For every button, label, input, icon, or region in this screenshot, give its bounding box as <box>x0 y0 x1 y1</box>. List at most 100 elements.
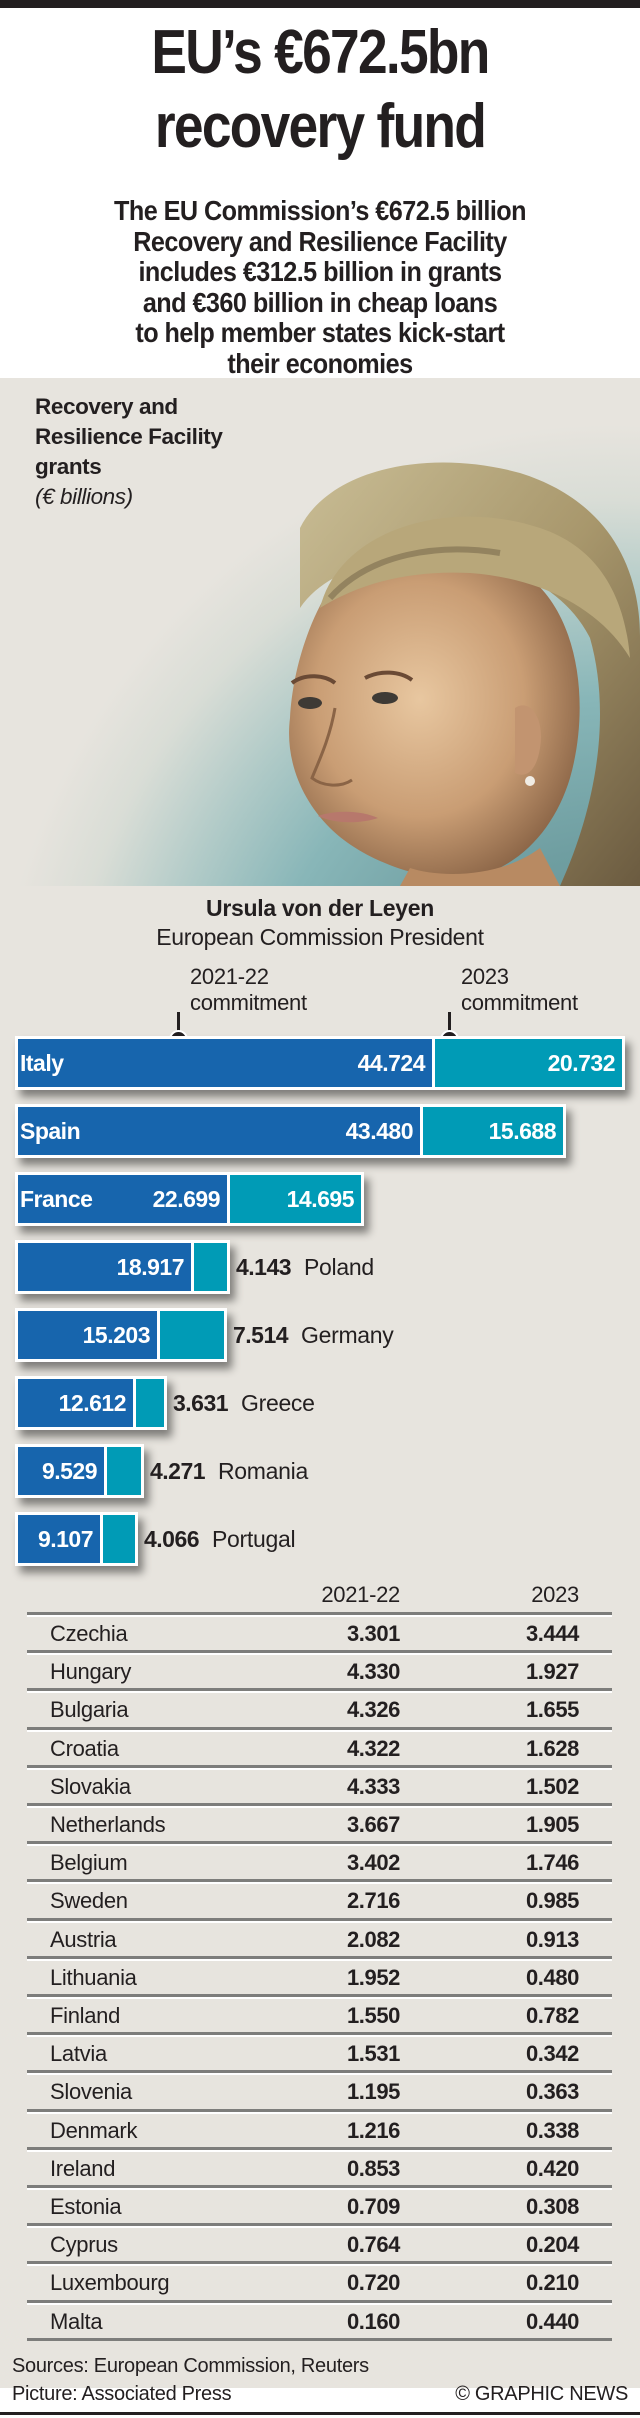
graphic-news-credit: © GRAPHIC NEWS <box>455 2383 628 2405</box>
chart-title-line: Resilience Facility <box>35 424 223 449</box>
bar-2021-22-germany <box>15 1308 160 1362</box>
table-cell-2023: 0.342 <box>525 2041 579 2067</box>
table-header-2021-22: 2021-22 <box>321 1582 400 1607</box>
table-row: Denmark 1.216 0.338 <box>27 2108 612 2147</box>
bottom-rule <box>0 2412 640 2415</box>
subheadline-line: includes €312.5 billion in grants <box>138 256 502 287</box>
bar-2023-greece <box>133 1376 167 1430</box>
table-cell-2023: 0.440 <box>525 2308 579 2334</box>
bar-2021-22-spain <box>15 1104 423 1158</box>
table-row: Croatia 4.322 1.628 <box>27 1726 612 1765</box>
bar-value-2023: 7.514 <box>233 1322 289 1348</box>
chart-units: (€ billions) <box>35 484 133 509</box>
table-row: Sweden 2.716 0.985 <box>27 1879 612 1917</box>
subheadline-line: to help member states kick-start <box>135 317 505 348</box>
table-cell-2021-22: 3.301 <box>346 1621 400 1646</box>
chart-title-line: Recovery and <box>35 394 178 419</box>
table-cell-2021-22: 0.160 <box>346 2308 400 2334</box>
table-cell-country: Luxembourg <box>50 2270 170 2296</box>
table-cell-2023: 0.210 <box>525 2270 579 2296</box>
bar-2021-22-italy <box>15 1036 435 1090</box>
bar-2023-spain <box>420 1104 566 1158</box>
table-row: Austria 2.082 0.913 <box>27 1917 612 1956</box>
bar-country-label: France <box>20 1186 93 1212</box>
bar-2023-italy <box>432 1036 625 1090</box>
bar-value-2021-22: 15.203 <box>82 1322 151 1348</box>
table-cell-2023: 0.913 <box>525 1926 579 1952</box>
table-cell-2021-22: 4.326 <box>346 1697 400 1723</box>
subheadline: The EU Commission’s €672.5 billion Recov… <box>32 195 608 379</box>
legend-label-line: commitment <box>190 990 307 1015</box>
bar-country-label: Portugal <box>212 1526 296 1552</box>
table-row: Latvia 1.531 0.342 <box>27 2032 612 2070</box>
neck-shape <box>400 848 560 886</box>
table-row: Cyprus 0.764 0.204 <box>27 2223 612 2261</box>
table-cell-2023: 1.927 <box>525 1659 579 1685</box>
table-cell-country: Latvia <box>50 2041 107 2067</box>
legend-label-line: 2021-22 <box>190 964 269 989</box>
bar-country-label: Spain <box>20 1118 81 1144</box>
table-cell-2021-22: 1.195 <box>346 2079 400 2105</box>
table-cell-2021-22: 4.333 <box>346 1773 400 1799</box>
eye <box>298 697 322 709</box>
table-row: Bulgaria 4.326 1.655 <box>27 1688 612 1726</box>
bar-country-label: Poland <box>304 1254 374 1280</box>
bar-2023-germany <box>157 1308 227 1362</box>
table-cell-country: Croatia <box>50 1735 119 1761</box>
table-cell-2023: 0.782 <box>525 2003 579 2028</box>
bar-country-label: Greece <box>241 1390 315 1416</box>
bar-2021-22-romania <box>15 1444 107 1498</box>
subheadline-line: and €360 billion in cheap loans <box>142 286 498 318</box>
table-cell-2021-22: 2.082 <box>346 1926 400 1952</box>
table-cell-2021-22: 1.550 <box>346 2003 400 2028</box>
table-cell-country: Lithuania <box>50 1964 137 1990</box>
top-rule <box>0 0 640 8</box>
table-cell-2023: 1.502 <box>525 1773 579 1799</box>
chart-title-line: grants <box>35 454 102 479</box>
bar-value-2021-22: 9.107 <box>37 1526 94 1552</box>
bar-value-2023: 4.143 <box>236 1254 292 1280</box>
table-row: Ireland 0.853 0.420 <box>27 2146 612 2185</box>
legend-label-line: 2023 <box>461 964 509 989</box>
bar-value-2021-22: 44.724 <box>357 1050 426 1076</box>
bar-2021-22-portugal <box>15 1512 103 1566</box>
chart-title: Recovery and Resilience Facility grants … <box>35 392 223 512</box>
table-cell-2023: 0.338 <box>525 2117 579 2143</box>
table-cell-2023: 0.985 <box>525 1888 579 1914</box>
legend-label-2021-22: 2021-22 commitment <box>190 964 307 1016</box>
table-row: Luxembourg 0.720 0.210 <box>27 2261 612 2299</box>
legend-label-line: commitment <box>461 990 578 1015</box>
table-cell-2023: 1.655 <box>525 1697 579 1723</box>
table-header-2023: 2023 <box>531 1582 579 1607</box>
table-cell-country: Netherlands <box>50 1812 166 1837</box>
bar-value-2023: 3.631 <box>173 1390 229 1416</box>
table-cell-2021-22: 1.952 <box>346 1964 400 1990</box>
table-row: Belgium 3.402 1.746 <box>27 1841 612 1879</box>
footer: Sources: European Commission, Reuters Pi… <box>12 2352 628 2408</box>
earring <box>525 776 535 786</box>
bar-2021-22-france <box>15 1172 230 1226</box>
subheadline-line: Recovery and Resilience Facility <box>133 225 507 257</box>
table-row: Slovenia 1.195 0.363 <box>27 2070 612 2108</box>
caption-role: European Commission President <box>156 924 484 950</box>
table-cell-country: Belgium <box>50 1850 128 1876</box>
subheadline-line: The EU Commission’s €672.5 billion <box>113 195 527 226</box>
table-cell-2023: 1.746 <box>525 1850 579 1876</box>
table-cell-2023: 0.308 <box>525 2194 579 2219</box>
portrait-illustration <box>289 462 640 886</box>
table-row: Hungary 4.330 1.927 <box>27 1650 612 1688</box>
table-cell-2023: 0.204 <box>525 2232 579 2258</box>
table-cell-country: Sweden <box>50 1888 128 1914</box>
legend-label-2023: 2023 commitment <box>461 964 578 1016</box>
table-cell-2021-22: 3.667 <box>346 1812 400 1837</box>
table-row: Netherlands 3.667 1.905 <box>27 1803 612 1841</box>
table-row: Lithuania 1.952 0.480 <box>27 1955 612 1994</box>
bar-value-2023: 4.271 <box>150 1458 206 1484</box>
table-cell-2023: 1.905 <box>525 1812 579 1837</box>
table-cell-country: Malta <box>50 2308 103 2334</box>
table-cell-2021-22: 3.402 <box>346 1850 400 1876</box>
table-cell-country: Ireland <box>50 2155 116 2181</box>
bar-2021-22-poland <box>15 1240 194 1294</box>
legend-pointer-line <box>177 1012 180 1040</box>
bar-2021-22-greece <box>15 1376 136 1430</box>
